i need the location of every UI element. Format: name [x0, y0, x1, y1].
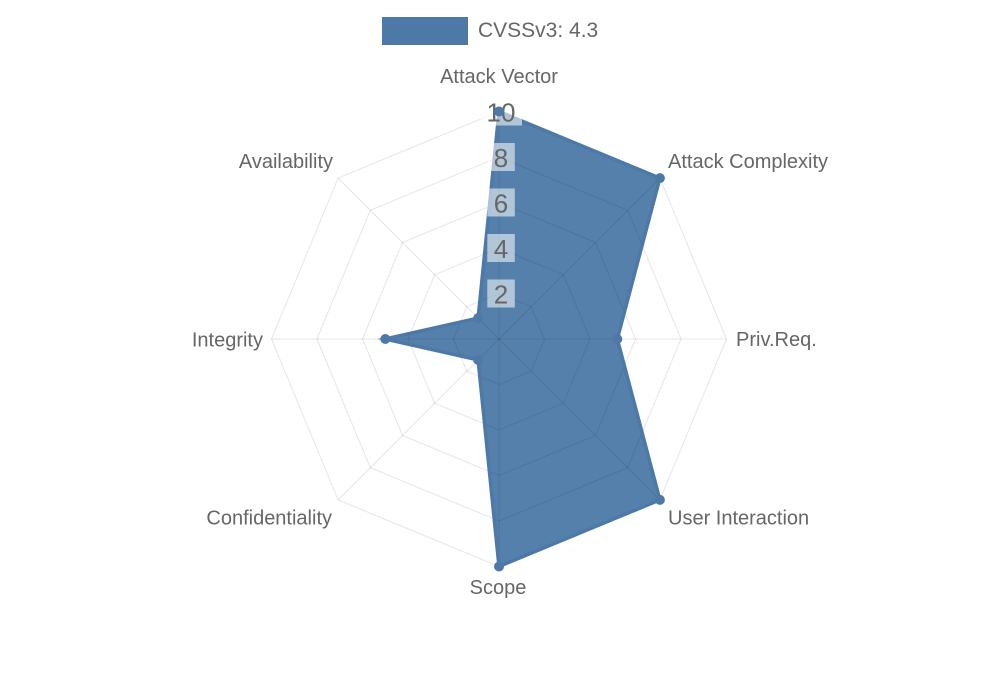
chart-legend: CVSSv3: 4.3: [382, 17, 598, 45]
data-point-attack-vector: [494, 106, 504, 117]
tick-backdrop-4: [487, 234, 515, 262]
axis-label-user-interaction: User Interaction: [668, 508, 809, 530]
data-point-priv-req: [612, 334, 623, 344]
legend-swatch: [382, 17, 468, 45]
tick-backdrop-6: [487, 188, 515, 217]
data-point-user-interaction: [654, 494, 665, 505]
tick-label-4: 4: [494, 234, 508, 264]
tick-backdrop-2: [487, 279, 515, 308]
radar-series-area: [385, 111, 660, 567]
grid-ring-8: [316, 156, 682, 522]
grid-spoke-availability: [337, 177, 500, 340]
grid-spoke-confidentiality: [337, 338, 500, 501]
axis-label-attack-vector: Attack Vector: [440, 66, 558, 88]
axis-label-confidentiality: Confidentiality: [206, 508, 332, 530]
radar-points: [380, 106, 665, 572]
data-point-integrity: [380, 334, 391, 344]
data-point-attack-complexity: [654, 173, 665, 184]
data-point-confidentiality: [473, 354, 484, 365]
grid-ring-2: [452, 292, 546, 386]
data-point-availability: [473, 313, 484, 324]
tick-label-2: 2: [494, 280, 508, 310]
axis-label-priv-req: Priv.Req.: [736, 329, 817, 351]
tick-label-6: 6: [494, 189, 508, 219]
axis-labels: Attack Vector Attack Complexity Priv.Req. U…: [192, 66, 828, 599]
axis-label-attack-complexity: Attack Complexity: [668, 151, 828, 173]
grid-ring-4: [407, 247, 591, 431]
tick-label-8: 8: [494, 143, 508, 173]
axis-label-integrity: Integrity: [192, 330, 263, 352]
axis-label-scope: Scope: [470, 577, 527, 599]
grid-spoke-attack-complexity: [498, 177, 661, 340]
tick-backdrop-8: [487, 143, 515, 171]
grid-ring-6: [361, 201, 637, 477]
axis-label-availability: Availability: [239, 151, 333, 173]
data-point-scope: [494, 561, 504, 572]
radar-ticks: 246810: [480, 97, 522, 310]
grid-spoke-user-interaction: [498, 338, 661, 501]
radar-series-fill: [385, 111, 660, 567]
legend-label: CVSSv3: 4.3: [478, 19, 599, 42]
